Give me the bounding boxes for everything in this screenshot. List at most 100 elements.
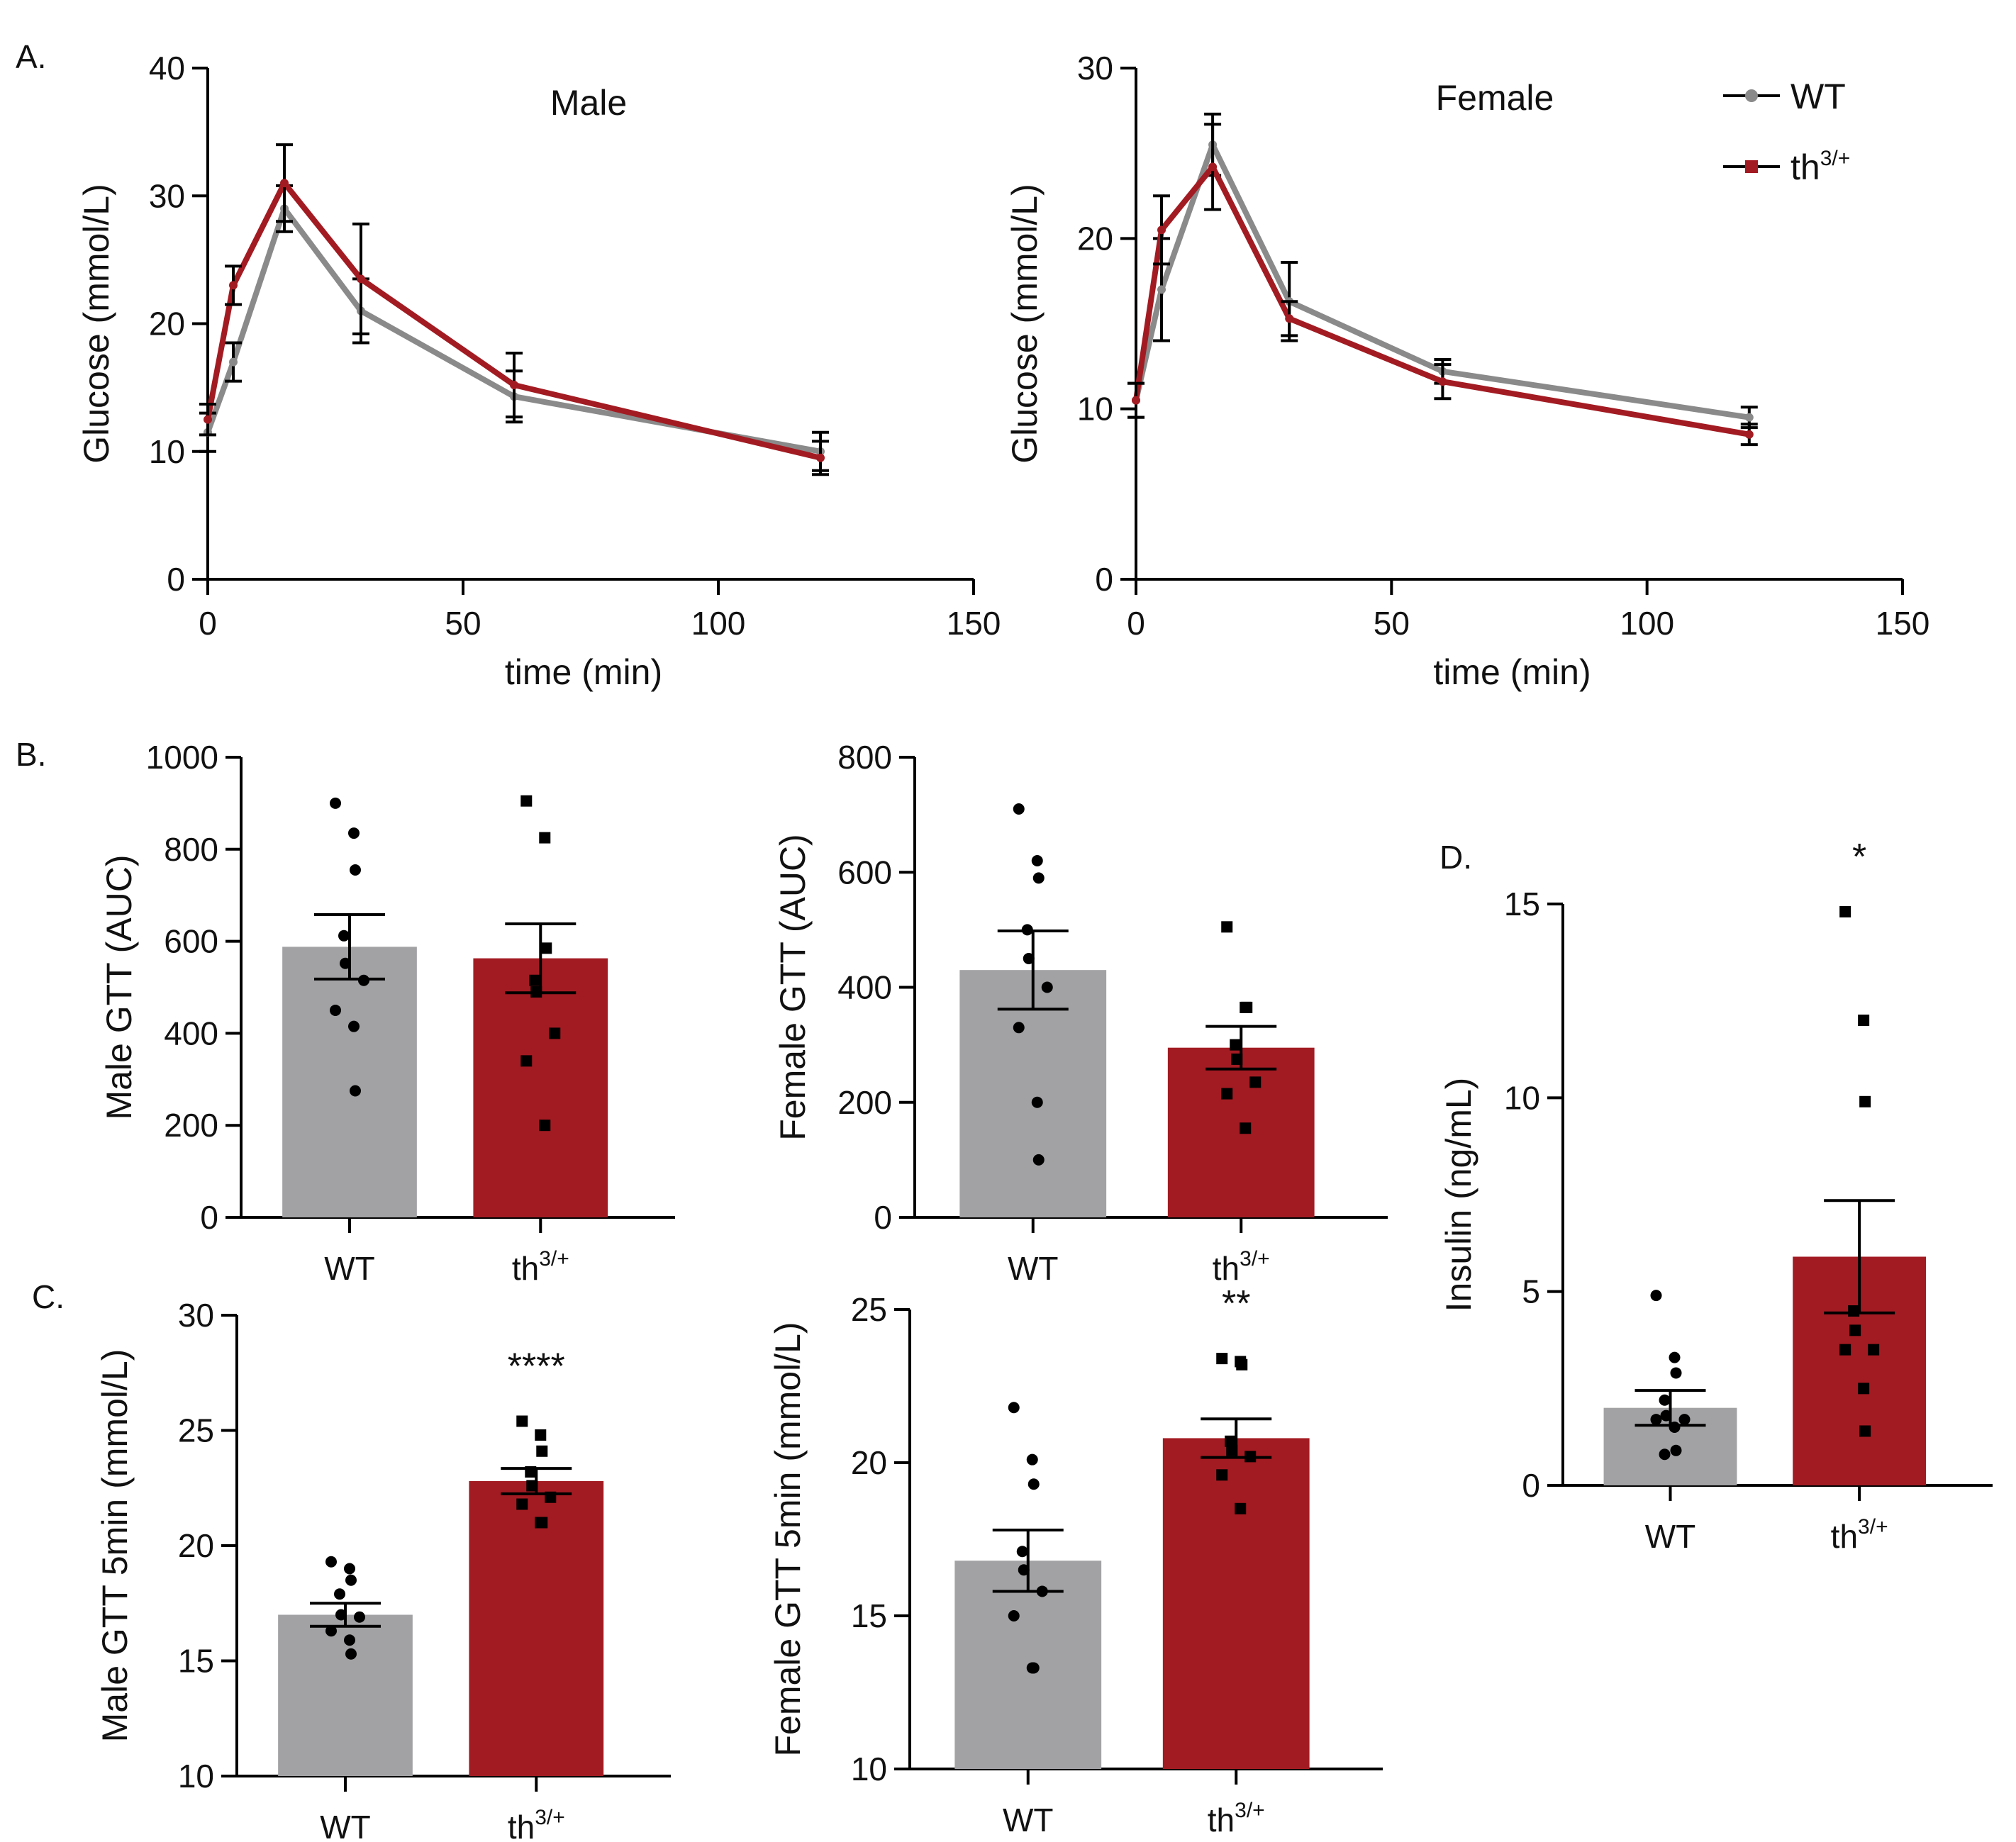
y-tick-label: 800 xyxy=(837,739,892,776)
data-point xyxy=(354,1611,365,1623)
y-axis-title: Female GTT (AUC) xyxy=(773,834,813,1140)
panel-letter: A. xyxy=(16,38,46,75)
data-point xyxy=(1226,1444,1238,1456)
bar-group-mut xyxy=(1793,905,1927,1485)
data-point xyxy=(1744,413,1754,422)
data-point xyxy=(1650,1290,1662,1302)
y-tick-label: 10 xyxy=(1504,1079,1540,1116)
data-point xyxy=(536,1445,548,1457)
y-tick-label: 30 xyxy=(149,177,185,214)
chart-D: D. 0 5 10 15 Insulin (ng/mL) WT th3/+ * xyxy=(1439,837,1993,1555)
y-tick-label: 0 xyxy=(874,1199,892,1236)
x-tick-label: WT xyxy=(324,1250,375,1287)
y-axis-title: Glucose (mmol/L) xyxy=(77,184,116,464)
bar-group-mut xyxy=(1162,1353,1310,1769)
data-point xyxy=(525,1466,537,1478)
legend-entry: WT xyxy=(1723,77,1846,116)
data-point xyxy=(520,795,533,807)
x-axis-title: time (min) xyxy=(505,652,662,692)
data-point xyxy=(330,797,341,809)
data-point xyxy=(539,1120,551,1132)
data-point xyxy=(520,1055,533,1067)
data-point xyxy=(1208,162,1218,172)
legend-label: WT xyxy=(1791,77,1846,116)
y-axis-title: Glucose (mmol/L) xyxy=(1005,184,1045,464)
data-point xyxy=(325,1556,337,1568)
x-tick-label: 50 xyxy=(445,605,481,642)
data-point xyxy=(357,274,365,284)
data-point xyxy=(1225,1435,1237,1447)
chart-B-female: 0 200 400 600 800 Female GTT (AUC) WT th3/+ xyxy=(773,739,1388,1287)
data-point xyxy=(1849,1324,1861,1336)
y-tick-label: 20 xyxy=(1077,220,1113,257)
data-point xyxy=(816,453,825,462)
data-point xyxy=(1041,981,1053,993)
data-point xyxy=(344,1563,355,1575)
bar-group-wt xyxy=(959,803,1107,1217)
data-point xyxy=(1032,872,1045,884)
bar-group-mut xyxy=(1167,921,1315,1217)
bar xyxy=(473,958,608,1217)
data-point xyxy=(1016,1546,1028,1558)
x-axis-title: time (min) xyxy=(1433,652,1591,692)
data-point xyxy=(1036,1585,1048,1597)
x-tick-label: th3/+ xyxy=(1213,1247,1270,1287)
data-point xyxy=(1031,1096,1043,1108)
data-point xyxy=(1236,1358,1248,1371)
data-point xyxy=(545,1491,557,1503)
legend-marker xyxy=(1745,89,1758,102)
y-tick-label: 0 xyxy=(1095,561,1113,598)
series-line xyxy=(205,180,821,461)
y-tick-label: 15 xyxy=(851,1597,887,1634)
y-tick-label: 20 xyxy=(178,1527,214,1564)
y-tick-label: 800 xyxy=(164,831,218,868)
x-tick-label: 0 xyxy=(1127,605,1145,642)
data-point xyxy=(1231,1053,1243,1065)
y-tick-label: 15 xyxy=(178,1643,214,1680)
data-point xyxy=(340,957,351,969)
y-tick-label: 0 xyxy=(1522,1467,1540,1504)
x-tick-label: 150 xyxy=(947,605,1001,642)
data-point xyxy=(350,1085,361,1097)
data-point xyxy=(516,1415,528,1427)
x-tick-label: 100 xyxy=(1620,605,1674,642)
data-point xyxy=(540,942,552,954)
y-tick-label: 600 xyxy=(837,854,892,891)
y-tick-label: 5 xyxy=(1522,1273,1540,1310)
y-tick-label: 600 xyxy=(164,923,218,960)
significance-label: ** xyxy=(1222,1283,1250,1324)
data-point xyxy=(330,1004,341,1016)
data-point xyxy=(1031,855,1043,867)
data-point xyxy=(1132,396,1140,405)
x-tick-label: 50 xyxy=(1374,605,1410,642)
data-point xyxy=(1230,1039,1242,1051)
y-tick-label: 200 xyxy=(837,1084,892,1121)
y-tick-label: 30 xyxy=(1077,50,1113,86)
x-tick-label: th3/+ xyxy=(1208,1799,1265,1838)
data-point xyxy=(1650,1414,1662,1426)
data-point xyxy=(1249,1076,1262,1088)
data-point xyxy=(1216,1353,1228,1365)
data-point xyxy=(1240,1122,1252,1134)
data-point xyxy=(530,986,542,998)
data-point xyxy=(1848,1305,1860,1317)
legend-label: th3/+ xyxy=(1791,147,1850,187)
y-tick-label: 25 xyxy=(178,1412,214,1449)
bar-group-mut xyxy=(469,1415,604,1776)
legend-marker xyxy=(1745,160,1758,173)
panel-letter: C. xyxy=(32,1278,65,1315)
data-point xyxy=(345,1574,357,1586)
y-tick-label: 10 xyxy=(178,1758,214,1794)
data-point xyxy=(529,974,541,986)
chart-C-female: 10 15 20 25 Female GTT 5min (mmol/L) WT th3/+ *… xyxy=(768,1283,1383,1838)
data-point xyxy=(1670,1444,1682,1456)
data-point xyxy=(338,930,350,942)
data-point xyxy=(348,827,360,839)
data-point xyxy=(1744,430,1754,439)
data-point xyxy=(1021,924,1033,936)
data-point xyxy=(1018,1564,1030,1576)
data-point xyxy=(535,1429,547,1441)
x-tick-label: th3/+ xyxy=(508,1806,565,1842)
data-point xyxy=(348,1020,360,1032)
data-point xyxy=(229,281,238,290)
